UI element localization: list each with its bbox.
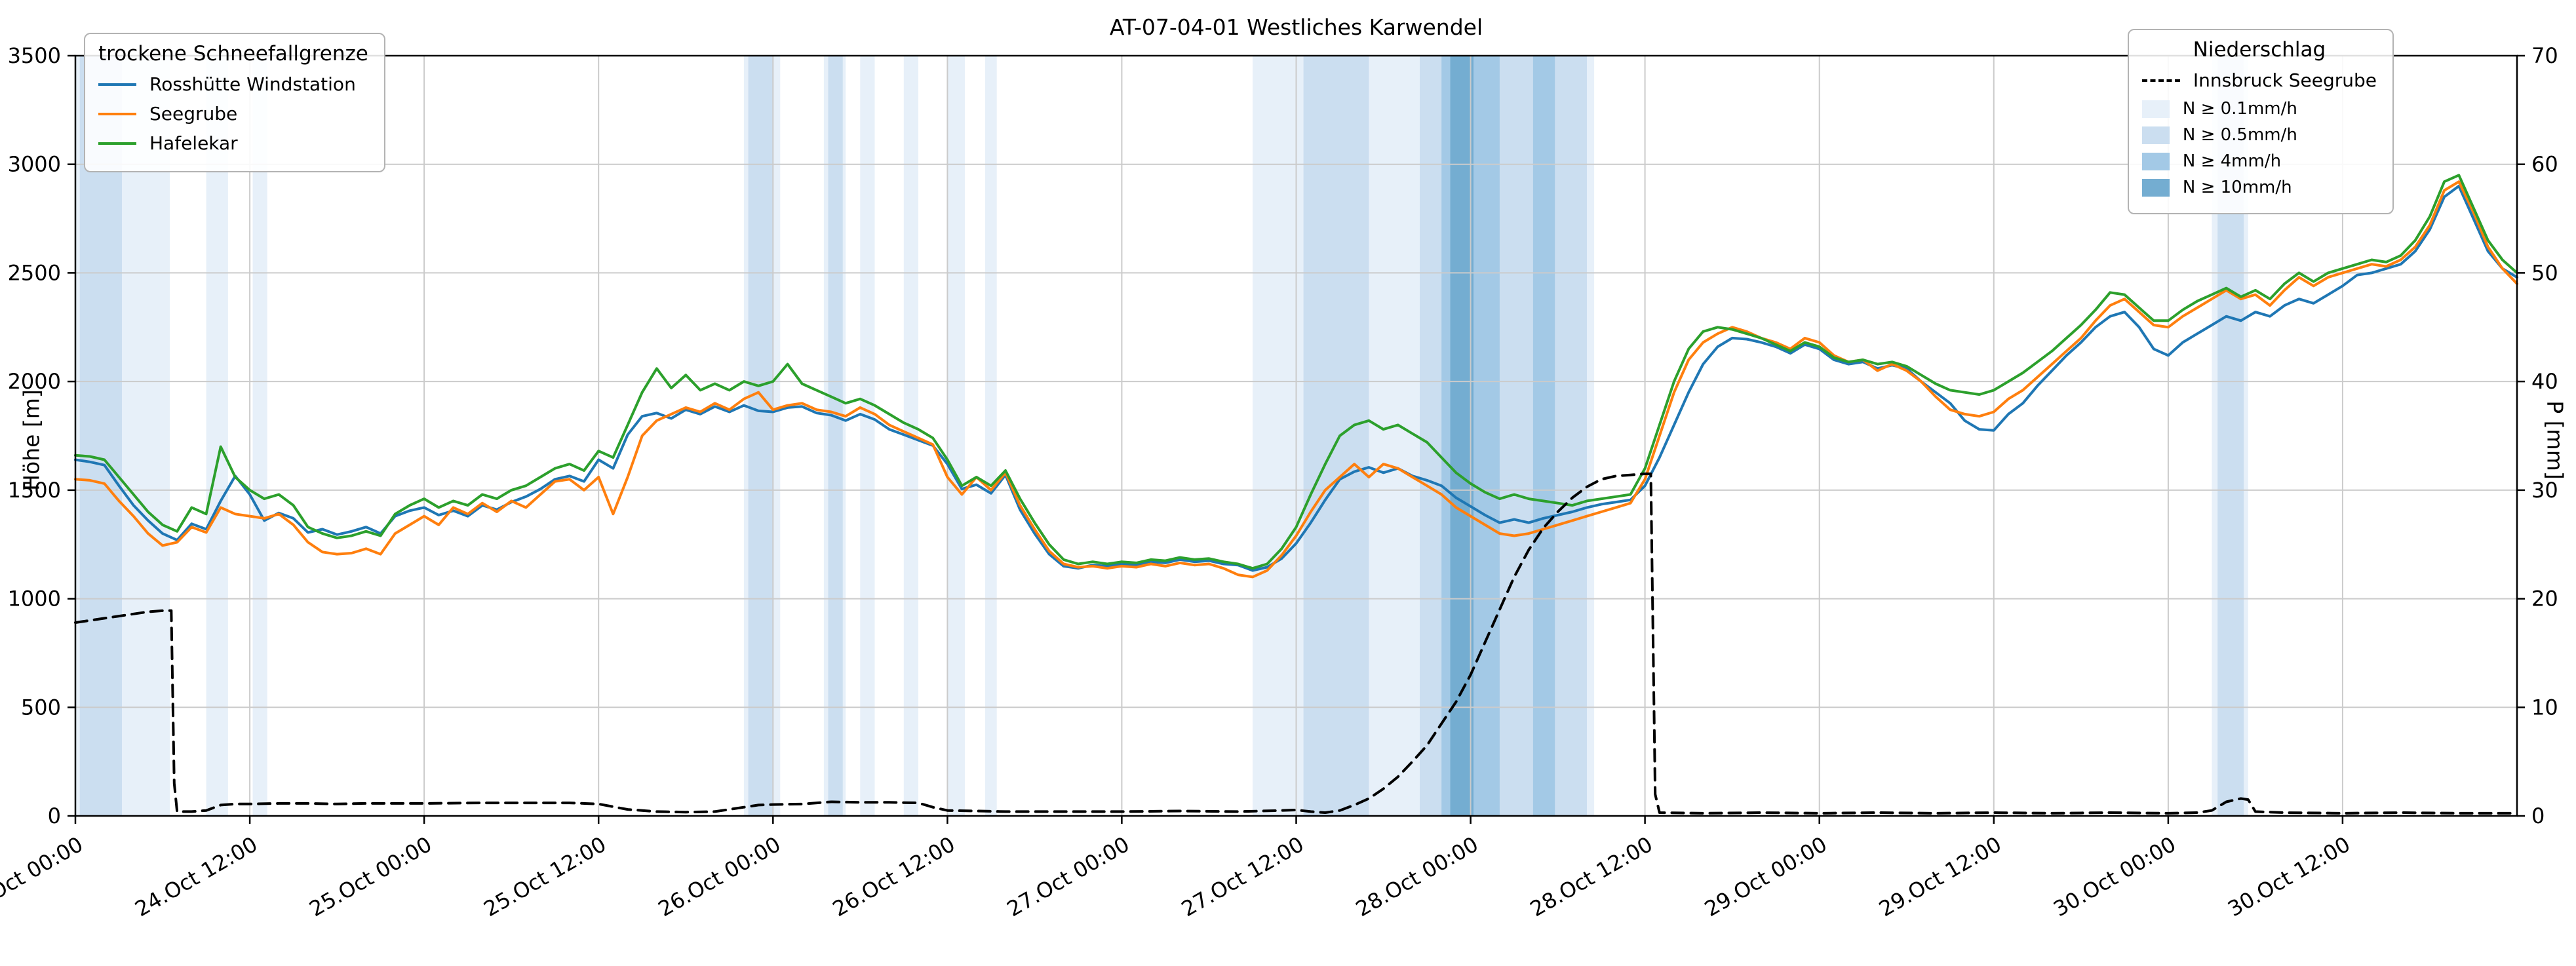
left-tick-label: 2500 [8,260,61,285]
legend-label-n-4: N ≥ 4mm/h [2182,151,2282,171]
legend-precipitation-title: Niederschlag [2193,38,2326,62]
legend-label-rosshuette: Rosshütte Windstation [149,73,356,95]
legend-label-n-01: N ≥ 0.1mm/h [2182,99,2297,119]
right-tick-label: 70 [2531,43,2558,68]
legend-item-n-05: N ≥ 0.5mm/h [2141,125,2377,145]
left-tick-label: 3500 [8,43,61,68]
x-tick-label: 25.Oct 12:00 [480,832,611,921]
patch-swatch-n-4 [2141,152,2170,170]
right-tick-label: 0 [2531,803,2545,828]
left-tick-label: 2000 [8,369,61,394]
left-tick-label: 3000 [8,152,61,177]
precip-band-0.1 [252,56,267,816]
page-title: AT-07-04-01 Westliches Karwendel [1109,14,1483,40]
right-tick-label: 20 [2531,587,2558,611]
legend-precipitation: Niederschlag Innsbruck Seegrube N ≥ 0.1m… [2127,29,2394,214]
x-tick-label: 30.Oct 00:00 [2049,832,2180,921]
legend-item-rosshuette-windstation: Rosshütte Windstation [98,73,368,95]
y-axis-label-left: Höhe [m] [18,389,45,491]
legend-item-hafelekar: Hafelekar [98,132,368,154]
patch-swatch-n-01 [2141,100,2170,118]
legend-label-seegrube: Seegrube [149,103,238,125]
legend-item-innsbruck-seegrube: Innsbruck Seegrube [2141,69,2377,91]
legend-snowline-title: trockene Schneefallgrenze [98,42,368,66]
left-tick-label: 1500 [8,478,61,503]
precip-band-0.1 [985,56,997,816]
legend-label-hafelekar: Hafelekar [149,132,238,154]
y-axis-label-right: P [mm] [2542,400,2568,480]
precip-band-0.1 [947,56,965,816]
series-line-rossh-tte-windstation [74,184,2518,572]
x-tick-label: 30.Oct 12:00 [2223,832,2354,921]
x-tick-label: 24.Oct 12:00 [130,832,262,921]
dashed-line-swatch [2141,79,2180,82]
x-tick-label: 29.Oct 12:00 [1875,832,2006,921]
right-tick-label: 10 [2531,695,2558,720]
patch-swatch-n-10 [2141,178,2170,197]
x-tick-label: 27.Oct 12:00 [1177,832,1308,921]
legend-item-n-10: N ≥ 10mm/h [2141,178,2377,197]
x-tick-label: 26.Oct 12:00 [829,832,960,921]
precip-band-0.1 [206,56,228,816]
legend-item-n-4: N ≥ 4mm/h [2141,151,2377,171]
line-swatch-seegrube [98,112,136,115]
line-swatch-rosshuette [98,83,136,86]
right-tick-label: 60 [2531,152,2558,177]
precip-band-4 [1532,56,1555,816]
legend-item-seegrube: Seegrube [98,103,368,125]
precip-band-0.5 [1303,56,1369,816]
legend-snowline: trockene Schneefallgrenze Rosshütte Wind… [84,33,385,172]
precip-band-0.5 [828,56,843,816]
data-series [74,174,2518,815]
series-line-hafelekar [74,174,2518,570]
x-tick-label: 28.Oct 12:00 [1526,832,1657,921]
legend-label-n-05: N ≥ 0.5mm/h [2182,125,2297,145]
legend-label-innsbruck-seegrube: Innsbruck Seegrube [2193,69,2377,91]
x-tick-label: 24.Oct 00:00 [0,832,87,921]
x-tick-label: 27.Oct 00:00 [1003,832,1134,921]
precip-bands [75,56,2248,816]
left-tick-label: 500 [21,695,61,720]
patch-swatch-n-05 [2141,126,2170,144]
legend-item-n-01: N ≥ 0.1mm/h [2141,99,2377,119]
legend-label-n-10: N ≥ 10mm/h [2182,178,2292,197]
series-line-seegrube [74,180,2518,579]
x-tick-label: 29.Oct 00:00 [1700,832,1831,921]
left-tick-label: 0 [48,803,61,828]
precip-band-0.1 [860,56,875,816]
right-tick-label: 40 [2531,369,2558,394]
precip-band-0.5 [79,56,122,816]
series-line-innsbruck-seegrube [74,473,2518,815]
right-tick-label: 50 [2531,260,2558,285]
right-tick-label: 30 [2531,478,2558,503]
x-tick-label: 28.Oct 00:00 [1352,832,1483,921]
left-tick-label: 1000 [8,587,61,611]
x-tick-label: 26.Oct 00:00 [654,832,785,921]
precip-band-0.5 [748,56,773,816]
x-tick-label: 25.Oct 00:00 [305,832,436,921]
line-swatch-hafelekar [98,142,136,145]
